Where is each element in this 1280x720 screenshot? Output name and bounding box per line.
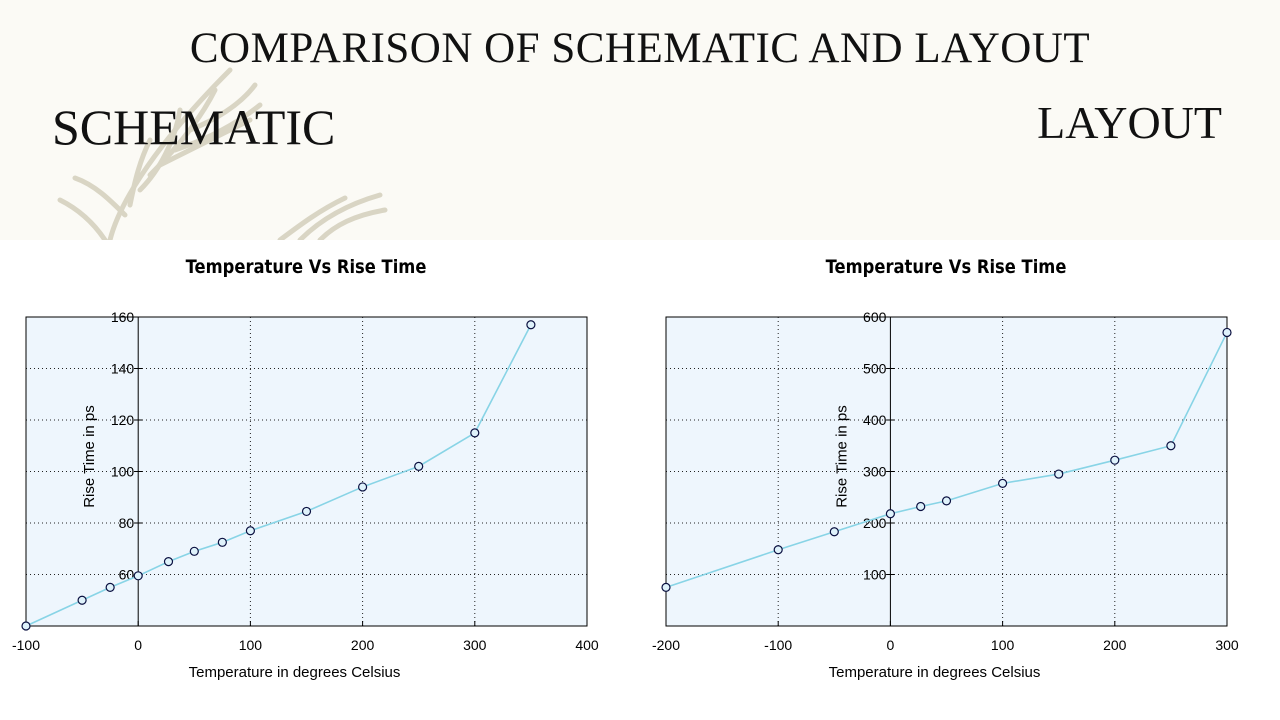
- x-axis-label: Temperature in degrees Celsius: [829, 664, 1041, 681]
- x-tick-label: 100: [239, 637, 263, 653]
- data-point: [829, 527, 839, 537]
- x-tick-label: 400: [575, 637, 599, 653]
- x-tick-label: 100: [991, 637, 1015, 653]
- data-point: [1222, 327, 1232, 338]
- data-point: [77, 595, 87, 605]
- data-point: [998, 478, 1008, 488]
- plot-frame: [25, 316, 588, 627]
- x-tick-label: -100: [764, 637, 792, 653]
- data-point: [1110, 455, 1120, 465]
- y-tick-label: 500: [863, 361, 887, 377]
- y-tick-label: 400: [863, 412, 887, 428]
- schematic-chart-title: Temperature Vs Rise Time: [185, 256, 427, 278]
- y-tick-label: 600: [863, 309, 887, 325]
- x-tick-label: -100: [12, 637, 40, 653]
- plot-frame: [665, 316, 1228, 627]
- y-tick-label: 120: [111, 412, 135, 428]
- data-point: [941, 496, 952, 506]
- x-tick-label: 0: [887, 637, 895, 653]
- data-point: [358, 482, 368, 492]
- x-tick-label: -200: [652, 637, 680, 653]
- layout-chart: -200 -100 0 100 200 300 100 200 300 400 500 600 Temp…: [652, 309, 1239, 681]
- x-tick-label: 200: [1103, 637, 1127, 653]
- data-point: [526, 320, 536, 330]
- data-point: [301, 506, 312, 517]
- x-tick-label: 200: [351, 637, 375, 653]
- y-tick-label: 200: [863, 515, 887, 531]
- data-point: [885, 509, 895, 519]
- data-point: [133, 571, 143, 581]
- schematic-chart: -100 0 100 200 300 4006080100120140160Tempera…: [12, 309, 599, 681]
- data-point: [21, 621, 31, 631]
- y-axis-label: Rise Time in ps: [81, 405, 98, 508]
- data-point: [217, 537, 227, 547]
- layout-heading: LAYOUT: [1037, 97, 1222, 148]
- leaf-decoration: [57, 67, 388, 240]
- data-point: [105, 582, 115, 592]
- title-banner: COMPARISON OF SCHEMATIC AND LAYOUT SCHEM…: [0, 0, 1280, 240]
- slide-title: COMPARISON OF SCHEMATIC AND LAYOUT: [189, 25, 1091, 72]
- y-tick-label: 80: [119, 515, 135, 531]
- schematic-heading: SCHEMATIC: [52, 99, 336, 155]
- data-point: [163, 557, 174, 567]
- y-tick-label: 100: [863, 567, 887, 583]
- data-point: [1166, 441, 1176, 451]
- y-tick-label: 100: [111, 464, 135, 480]
- data-point: [773, 545, 783, 555]
- data-point: [189, 546, 199, 556]
- x-tick-label: 300: [463, 637, 487, 653]
- x-tick-label: 300: [1215, 637, 1239, 653]
- y-tick-label: 140: [111, 361, 135, 377]
- data-point: [916, 501, 926, 512]
- x-axis-label: Temperature in degrees Celsius: [189, 664, 401, 681]
- data-point: [1054, 469, 1064, 479]
- data-point: [414, 461, 424, 471]
- y-tick-label: 160: [111, 309, 135, 325]
- y-axis-label: Rise Time in ps: [833, 405, 850, 508]
- data-point: [470, 428, 480, 438]
- x-tick-label: 0: [134, 637, 142, 653]
- data-point: [245, 526, 255, 536]
- data-point: [661, 582, 671, 592]
- layout-chart-title: Temperature Vs Rise Time: [825, 256, 1067, 278]
- y-tick-label: 300: [863, 464, 887, 480]
